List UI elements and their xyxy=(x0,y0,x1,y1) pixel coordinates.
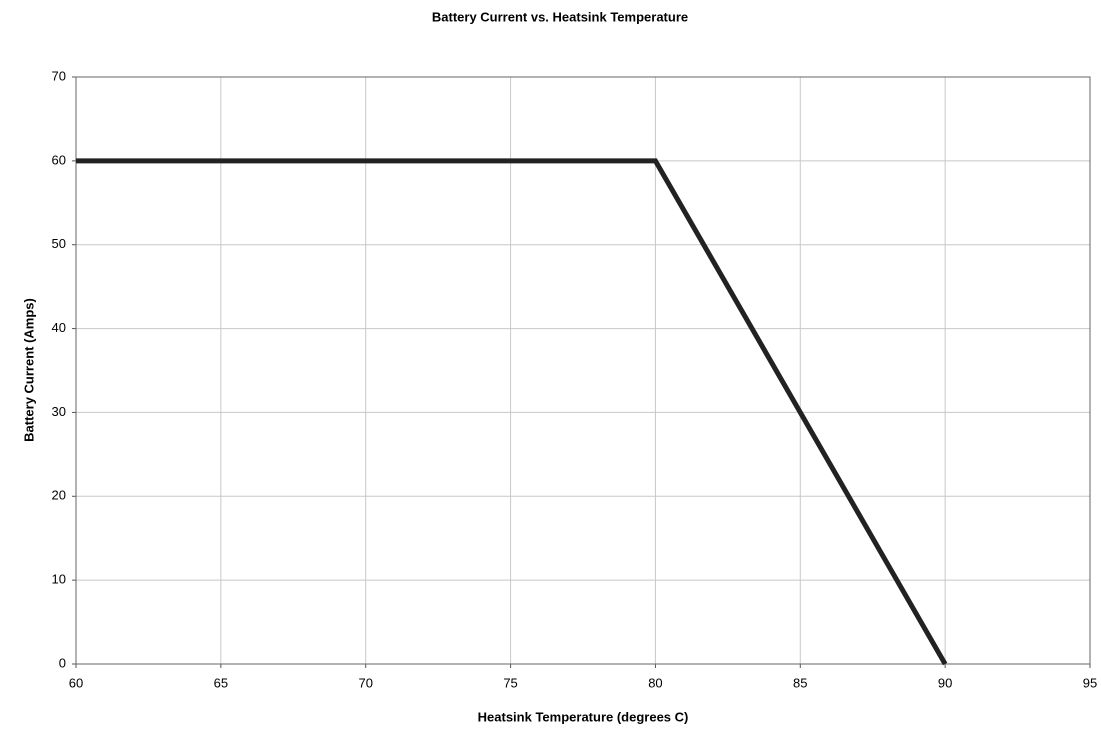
y-tick-label: 70 xyxy=(52,68,66,83)
x-tick-label: 70 xyxy=(358,675,372,690)
y-axis-label: Battery Current (Amps) xyxy=(21,298,36,442)
x-tick-label: 75 xyxy=(503,675,517,690)
x-axis-label: Heatsink Temperature (degrees C) xyxy=(478,709,689,724)
x-tick-label: 65 xyxy=(214,675,228,690)
y-tick-label: 40 xyxy=(52,320,66,335)
data-line xyxy=(76,158,948,666)
y-tick-label: 30 xyxy=(52,404,66,419)
chart-title: Battery Current vs. Heatsink Temperature xyxy=(432,9,688,24)
x-tick-label: 95 xyxy=(1083,675,1097,690)
x-tick-label: 90 xyxy=(938,675,952,690)
plot-frame xyxy=(75,76,1091,665)
x-tick-label: 80 xyxy=(648,675,662,690)
y-tick-label: 50 xyxy=(52,236,66,251)
x-tick-label: 60 xyxy=(69,675,83,690)
y-tick-label: 60 xyxy=(52,152,66,167)
y-tick-label: 10 xyxy=(52,572,66,587)
y-tick-label: 20 xyxy=(52,488,66,503)
y-tick-label: 0 xyxy=(59,655,66,670)
x-tick-label: 85 xyxy=(793,675,807,690)
